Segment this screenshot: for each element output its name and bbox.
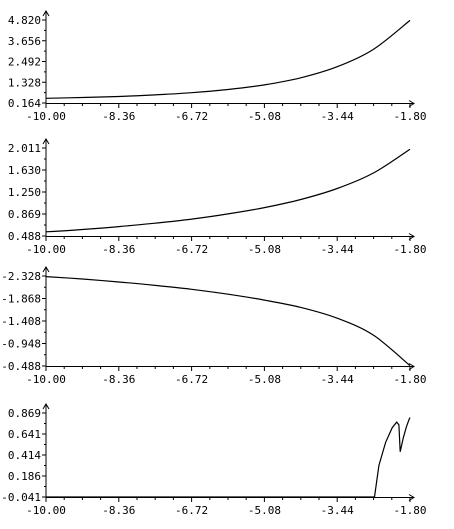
- x-tick-label: -8.36: [102, 504, 135, 517]
- x-tick-label: -10.00: [26, 243, 66, 256]
- y-tick-label: 1.250: [8, 186, 41, 199]
- x-tick-label: -5.08: [248, 373, 281, 386]
- x-axis-arrow: [408, 363, 415, 370]
- y-tick-label: 0.869: [8, 208, 41, 221]
- x-tick-label: -3.44: [321, 110, 354, 123]
- y-tick-label: -2.328: [1, 270, 41, 283]
- x-tick-label: -3.44: [321, 373, 354, 386]
- series-line: [45, 19, 411, 99]
- x-tick-label: -10.00: [26, 110, 66, 123]
- x-tick-label: -5.08: [248, 110, 281, 123]
- y-tick-label: 0.641: [8, 428, 41, 441]
- y-axis-arrow: [42, 266, 50, 273]
- y-tick-label: -0.948: [1, 338, 41, 351]
- x-tick-label: -1.80: [393, 373, 426, 386]
- y-tick-label: -0.041: [1, 491, 41, 504]
- x-tick-label: -1.80: [393, 504, 426, 517]
- x-tick-label: -3.44: [321, 243, 354, 256]
- x-axis-arrow: [408, 100, 415, 107]
- x-tick-label: -6.72: [175, 110, 208, 123]
- y-tick-label: 4.820: [8, 14, 41, 27]
- x-tick-label: -5.08: [248, 243, 281, 256]
- x-tick-label: -8.36: [102, 373, 135, 386]
- x-axis-arrow: [408, 233, 415, 240]
- y-tick-label: 2.011: [8, 142, 41, 155]
- y-tick-label: 0.164: [8, 97, 41, 110]
- y-tick-label: 0.414: [8, 449, 41, 462]
- y-tick-label: 0.488: [8, 230, 41, 243]
- y-axis-arrow: [42, 403, 50, 410]
- y-tick-label: -1.868: [1, 293, 41, 306]
- chart-panel-2: 0.488 0.869 1.250 1.630 2.011 -10.00 -8.36 -6.7…: [8, 138, 427, 256]
- x-tick-label: -10.00: [26, 373, 66, 386]
- series-line: [46, 417, 411, 498]
- y-tick-label: 2.492: [8, 56, 41, 69]
- y-axis-arrow: [42, 10, 50, 17]
- x-axis-arrow: [408, 494, 415, 501]
- y-tick-label: 0.869: [8, 407, 41, 420]
- y-tick-label: 1.630: [8, 164, 41, 177]
- x-tick-label: -1.80: [393, 110, 426, 123]
- y-tick-label: 1.328: [8, 76, 41, 89]
- y-tick-label: 3.656: [8, 35, 41, 48]
- y-tick-label: -0.488: [1, 360, 41, 373]
- x-tick-label: -6.72: [175, 373, 208, 386]
- x-tick-label: -8.36: [102, 243, 135, 256]
- chart-panel-4: -0.041 0.186 0.414 0.641 0.869 -10.00 -8.36 -6.…: [1, 403, 427, 517]
- x-tick-label: -6.72: [175, 504, 208, 517]
- y-axis-arrow: [42, 138, 50, 145]
- y-tick-label: 0.186: [8, 470, 41, 483]
- chart-panel-3: -0.488 -0.948 -1.408 -1.868 -2.328 -10.00 -8.3…: [1, 266, 427, 386]
- x-tick-label: -10.00: [26, 504, 66, 517]
- x-tick-label: -5.08: [248, 504, 281, 517]
- y-tick-label: -1.408: [1, 315, 41, 328]
- chart-panel-1: 0.164 1.328 2.492 3.656 4.820 -10.00 -8.36 -6.7…: [8, 10, 427, 123]
- x-tick-label: -3.44: [321, 504, 354, 517]
- x-tick-label: -1.80: [393, 243, 426, 256]
- x-tick-label: -6.72: [175, 243, 208, 256]
- x-tick-label: -8.36: [102, 110, 135, 123]
- series-line: [45, 276, 411, 367]
- series-line: [45, 148, 411, 233]
